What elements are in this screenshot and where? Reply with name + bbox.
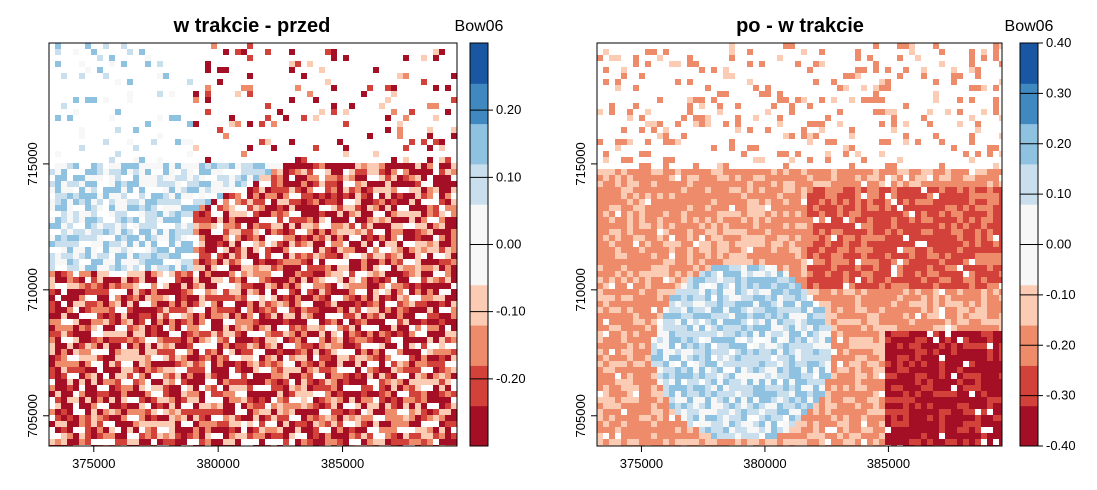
- y-tick-label: 715000: [25, 142, 40, 185]
- legend-tick-label: 0.00: [496, 237, 521, 252]
- legend-swatch: [1020, 83, 1038, 125]
- legend-tick-label: 0.20: [496, 102, 521, 117]
- y-tick-label: 705000: [573, 394, 588, 437]
- legend-tick-label: 0.40: [1046, 35, 1071, 50]
- legend-swatch: [470, 163, 488, 205]
- legend-tick-label: 0.10: [496, 169, 521, 184]
- color-legend: Bow06 -0.40 -0.30 -0.20 -0.10 0.00 0.10 0.20 0.3…: [1005, 18, 1076, 453]
- legend-tick-label: -0.20: [496, 371, 526, 386]
- x-axis: 375000 380000 385000: [72, 446, 364, 471]
- legend-swatch: [1020, 284, 1038, 326]
- panel-left: w trakcie - przed 375000 380000 385000 705…: [25, 15, 526, 471]
- y-axis: 705000 710000 715000: [573, 142, 597, 437]
- legend-tick-label: -0.40: [1046, 438, 1076, 453]
- legend-tick-label: -0.10: [496, 304, 526, 319]
- legend-title: Bow06: [455, 18, 504, 35]
- panel-title: w trakcie - przed: [173, 15, 331, 37]
- legend-swatch: [1020, 365, 1038, 407]
- legend-tick-label: -0.20: [1046, 337, 1076, 352]
- legend-swatch: [1020, 244, 1038, 286]
- y-tick-label: 710000: [25, 268, 40, 311]
- color-legend: Bow06 -0.20 -0.10 0.00 0.10 0.20: [455, 18, 526, 447]
- x-tick-label: 380000: [743, 456, 786, 471]
- legend-title: Bow06: [1005, 18, 1054, 35]
- raster-map: [49, 43, 457, 446]
- x-tick-label: 375000: [72, 456, 115, 471]
- legend-swatch: [470, 365, 488, 407]
- x-tick-label: 385000: [867, 456, 910, 471]
- y-tick-label: 715000: [573, 142, 588, 185]
- legend-tick-label: 0.00: [1046, 237, 1071, 252]
- legend-swatch: [470, 43, 488, 84]
- legend-swatch: [470, 244, 488, 286]
- legend-swatch: [470, 405, 488, 447]
- legend-swatch: [470, 204, 488, 245]
- legend-swatch: [1020, 405, 1038, 447]
- legend-swatch: [1020, 163, 1038, 205]
- legend-swatch: [470, 284, 488, 326]
- x-axis: 375000 380000 385000: [620, 446, 910, 471]
- legend-swatch: [1020, 204, 1038, 245]
- legend-swatch: [470, 83, 488, 125]
- y-axis: 705000 710000 715000: [25, 142, 49, 437]
- legend-tick-label: 0.30: [1046, 85, 1071, 100]
- legend-swatch: [470, 123, 488, 165]
- y-tick-label: 710000: [573, 268, 588, 311]
- x-tick-label: 380000: [196, 456, 239, 471]
- plot-frame: [48, 42, 458, 447]
- legend-swatch: [470, 325, 488, 366]
- y-tick-label: 705000: [25, 394, 40, 437]
- plot-frame: [596, 42, 1003, 447]
- x-tick-label: 375000: [620, 456, 663, 471]
- legend-swatch: [1020, 43, 1038, 84]
- legend-tick-label: -0.30: [1046, 388, 1076, 403]
- legend-tick-label: 0.20: [1046, 136, 1071, 151]
- raster-map: [597, 43, 1002, 446]
- panel-right: po - w trakcie 375000 380000 385000 705000…: [573, 15, 1076, 471]
- panel-title: po - w trakcie: [736, 15, 864, 37]
- x-tick-label: 385000: [321, 456, 364, 471]
- legend-tick-label: -0.10: [1046, 287, 1076, 302]
- legend-tick-label: 0.10: [1046, 186, 1071, 201]
